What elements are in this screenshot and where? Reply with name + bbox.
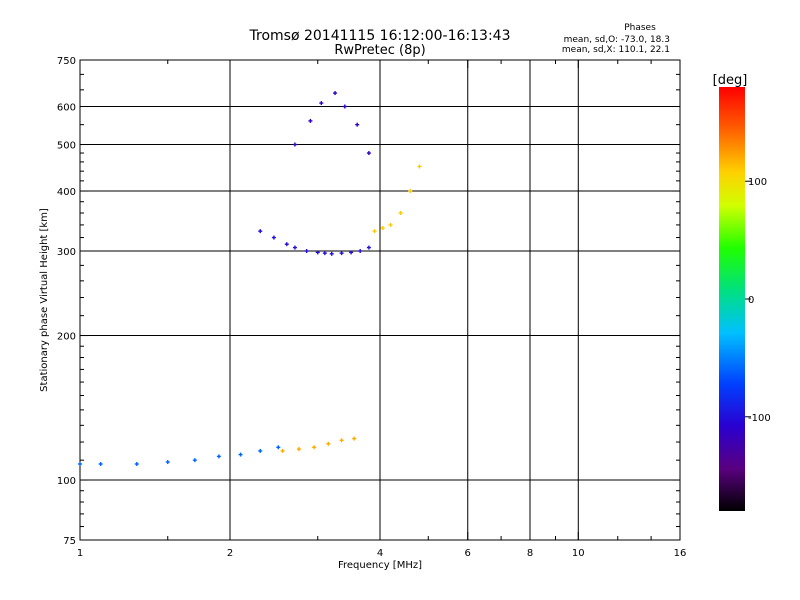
chart-title: Tromsø 20141115 16:12:00-16:13:43 bbox=[249, 28, 511, 44]
x-tick-label: 4 bbox=[377, 548, 383, 559]
y-tick-label: 200 bbox=[57, 332, 76, 343]
plot-area: 1 2 4 6 8 10 16 75 100 200 300 400 500 600 750 bbox=[57, 56, 686, 559]
y-tick-label: 500 bbox=[57, 141, 76, 152]
y-tick-label: 300 bbox=[57, 247, 76, 258]
colorbar-ticks: 100 0 -100 bbox=[745, 177, 771, 424]
colorbar bbox=[719, 87, 745, 511]
y-tick-label: 100 bbox=[57, 476, 76, 487]
gridlines bbox=[80, 60, 680, 540]
stats-heading: Phases bbox=[624, 23, 656, 33]
x-tick-label: 1 bbox=[77, 548, 83, 559]
colorbar-tick-label: 100 bbox=[748, 177, 767, 188]
x-tick-label: 10 bbox=[572, 548, 585, 559]
scatter-points bbox=[78, 91, 422, 466]
x-tick-label: 6 bbox=[465, 548, 471, 559]
chart-subtitle: RwPretec (8p) bbox=[334, 43, 425, 58]
colorbar-tick-label: -100 bbox=[748, 413, 771, 424]
stats-line-x: mean, sd,X: 110.1, 22.1 bbox=[562, 45, 670, 55]
y-axis-label: Stationary phase Virtual Height [km] bbox=[39, 208, 50, 392]
x-tick-label: 8 bbox=[527, 548, 533, 559]
colorbar-tick-label: 0 bbox=[748, 295, 754, 306]
x-tick-label: 16 bbox=[674, 548, 687, 559]
y-tick-label: 75 bbox=[63, 536, 76, 547]
stats-line-o: mean, sd,O: -73.0, 18.3 bbox=[564, 35, 670, 45]
y-tick-label: 400 bbox=[57, 187, 76, 198]
x-tick-label: 2 bbox=[227, 548, 233, 559]
y-tick-label: 600 bbox=[57, 103, 76, 114]
y-tick-label: 750 bbox=[57, 56, 76, 67]
axis-ticks: 1 2 4 6 8 10 16 75 100 200 300 400 500 600 750 bbox=[57, 56, 686, 559]
x-axis-label: Frequency [MHz] bbox=[338, 560, 422, 571]
colorbar-label: [deg] bbox=[713, 73, 748, 88]
